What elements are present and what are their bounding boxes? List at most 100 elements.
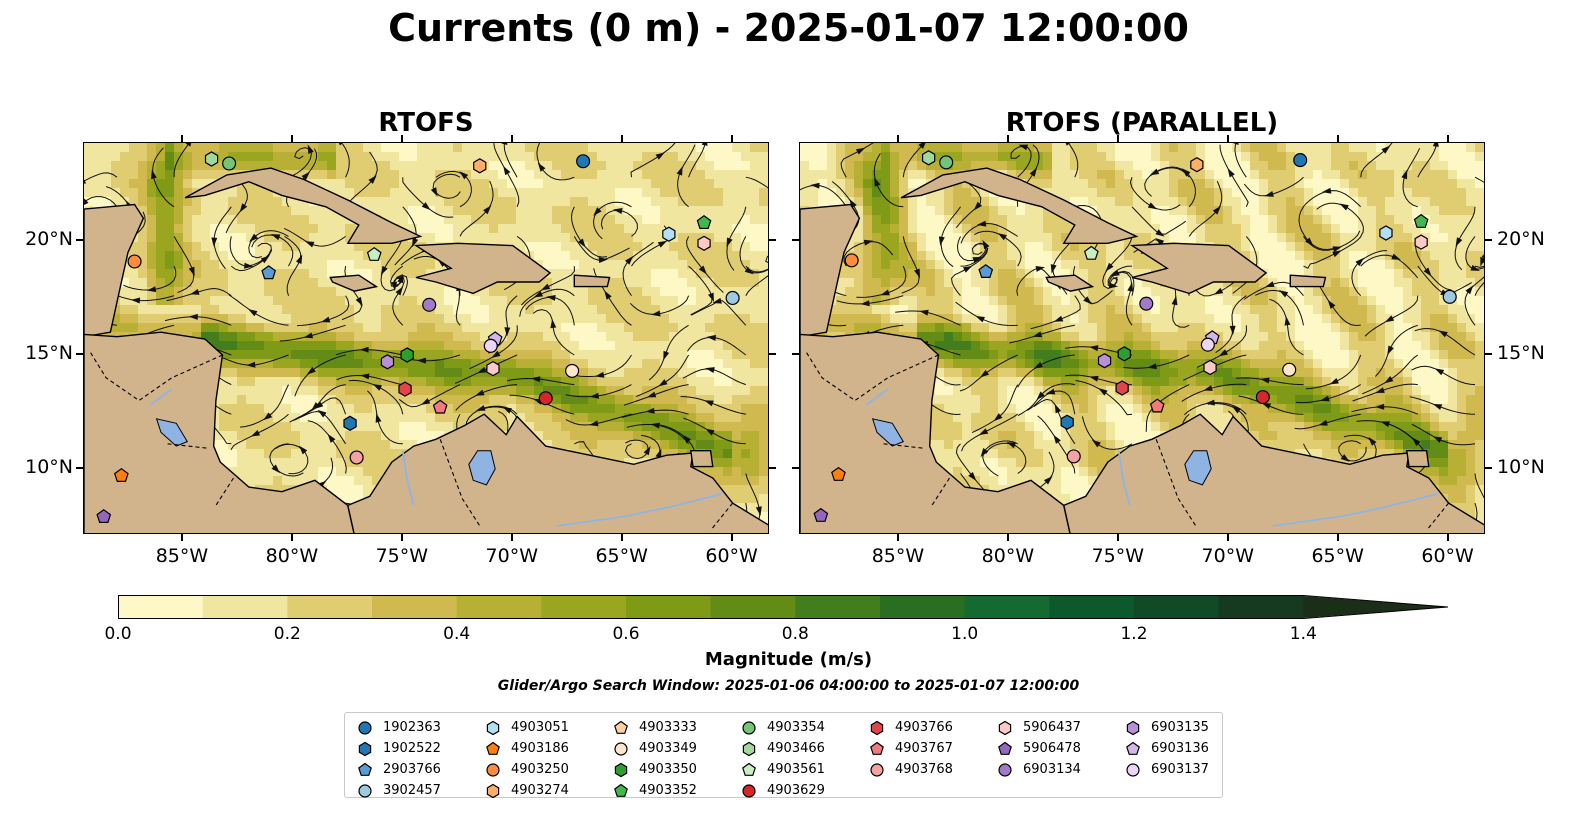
speed-cell — [651, 224, 661, 234]
speed-cell — [516, 323, 526, 333]
speed-cell — [1025, 458, 1035, 468]
streamline — [283, 227, 346, 247]
speed-cell — [971, 206, 981, 216]
speed-cell — [534, 251, 544, 261]
streamline — [630, 143, 676, 178]
speed-cell — [273, 224, 283, 234]
speed-cell — [678, 206, 688, 216]
speed-cell — [818, 197, 828, 207]
speed-cell — [890, 170, 900, 180]
speed-cell — [480, 350, 490, 360]
speed-cell — [543, 413, 553, 423]
speed-cell — [426, 323, 436, 333]
speed-cell — [336, 179, 346, 189]
streamline — [624, 439, 649, 460]
speed-cell — [534, 296, 544, 306]
map-panel-right[interactable] — [799, 142, 1485, 534]
speed-cell — [998, 152, 1008, 162]
speed-cell — [980, 386, 990, 396]
speed-cell — [606, 404, 616, 414]
speed-cell — [768, 305, 769, 315]
speed-cell — [714, 260, 724, 270]
streamline-arrow — [250, 429, 261, 437]
speed-cell — [417, 368, 427, 378]
speed-cell — [399, 332, 409, 342]
speed-cell — [642, 368, 652, 378]
speed-cell — [606, 431, 616, 441]
speed-cell — [1052, 242, 1062, 252]
speed-cell — [318, 161, 328, 171]
speed-cell — [246, 224, 256, 234]
speed-cell — [863, 287, 873, 297]
speed-cell — [291, 215, 301, 225]
speed-cell — [363, 251, 373, 261]
speed-cell — [678, 404, 688, 414]
speed-cell — [962, 440, 972, 450]
speed-cell — [845, 179, 855, 189]
speed-cell — [642, 431, 652, 441]
speed-cell — [669, 395, 679, 405]
speed-cell — [989, 143, 999, 153]
speed-cell — [1043, 143, 1053, 153]
streamline-arrow — [540, 283, 551, 291]
speed-cell — [714, 269, 724, 279]
speed-cell — [183, 305, 193, 315]
speed-cell — [998, 422, 1008, 432]
speed-cell — [210, 260, 220, 270]
speed-cell — [908, 143, 918, 153]
speed-cell — [273, 413, 283, 423]
speed-cell — [998, 251, 1008, 261]
speed-cell — [552, 260, 562, 270]
speed-cell — [980, 224, 990, 234]
speed-cell — [453, 341, 463, 351]
speed-cell — [462, 152, 472, 162]
speed-cell — [435, 296, 445, 306]
float-1902522 — [343, 415, 357, 431]
speed-cell — [651, 215, 661, 225]
speed-cell — [998, 350, 1008, 360]
speed-cell — [944, 467, 954, 477]
speed-cell — [962, 215, 972, 225]
speed-cell — [633, 242, 643, 252]
speed-cell — [363, 413, 373, 423]
speed-cell — [579, 233, 589, 243]
speed-cell — [345, 251, 355, 261]
speed-cell — [606, 314, 616, 324]
speed-cell — [917, 305, 927, 315]
speed-cell — [723, 323, 733, 333]
speed-cell — [854, 179, 864, 189]
speed-cell — [935, 449, 945, 459]
speed-cell — [336, 188, 346, 198]
streamline — [297, 295, 350, 327]
streamline-arrow — [188, 313, 198, 320]
speed-cell — [1025, 233, 1035, 243]
speed-cell — [444, 179, 454, 189]
speed-cell — [318, 377, 328, 387]
streamline — [454, 354, 518, 384]
speed-cell — [417, 161, 427, 171]
speed-cell — [588, 377, 598, 387]
speed-cell — [408, 224, 418, 234]
speed-cell — [633, 386, 643, 396]
speed-cell — [345, 260, 355, 270]
streamline — [164, 316, 232, 326]
speed-cell — [327, 161, 337, 171]
speed-cell — [642, 332, 652, 342]
speed-cell — [642, 386, 652, 396]
speed-cell — [642, 395, 652, 405]
land-cuba — [184, 167, 423, 245]
speed-cell — [219, 431, 229, 441]
speed-cell — [809, 161, 819, 171]
speed-cell — [273, 368, 283, 378]
speed-cell — [237, 242, 247, 252]
speed-cell — [651, 449, 661, 459]
speed-cell — [926, 242, 936, 252]
speed-cell — [660, 368, 670, 378]
speed-cell — [881, 161, 891, 171]
speed-cell — [935, 161, 945, 171]
map-panel-left[interactable] — [83, 142, 769, 534]
speed-cell — [417, 386, 427, 396]
speed-cell — [417, 341, 427, 351]
speed-cell — [597, 242, 607, 252]
speed-cell — [183, 161, 193, 171]
